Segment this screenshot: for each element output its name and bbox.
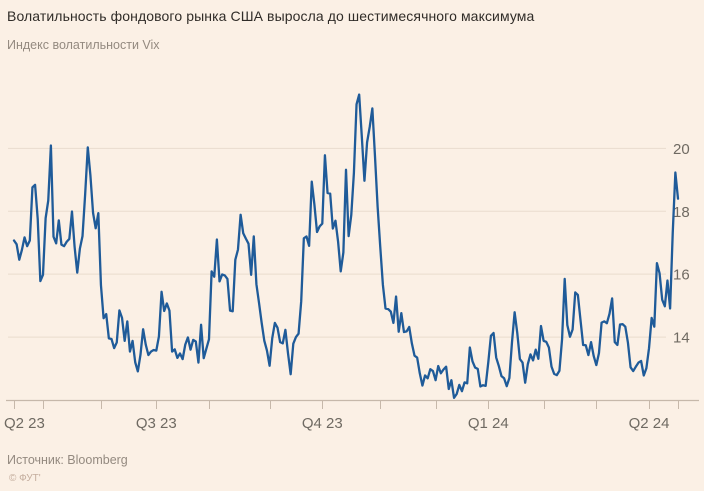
- y-tick-label: 20: [673, 141, 690, 158]
- chart-title: Волатильность фондового рынка США выросл…: [7, 8, 535, 24]
- x-tick-label: Q2 24: [629, 415, 670, 432]
- x-tick-label: Q4 23: [302, 415, 343, 432]
- chart-subtitle: Индекс волатильности Vix: [7, 38, 160, 52]
- y-tick-label: 14: [673, 330, 690, 347]
- x-tick-label: Q2 23: [4, 415, 45, 432]
- copyright-note: © ФУТ': [9, 473, 41, 484]
- source-note: Источник: Bloomberg: [7, 453, 128, 467]
- x-tick-label: Q3 23: [136, 415, 177, 432]
- vix-line: [12, 93, 680, 399]
- x-tick-label: Q1 24: [468, 415, 509, 432]
- y-tick-label: 18: [673, 204, 690, 221]
- y-tick-label: 16: [673, 267, 690, 284]
